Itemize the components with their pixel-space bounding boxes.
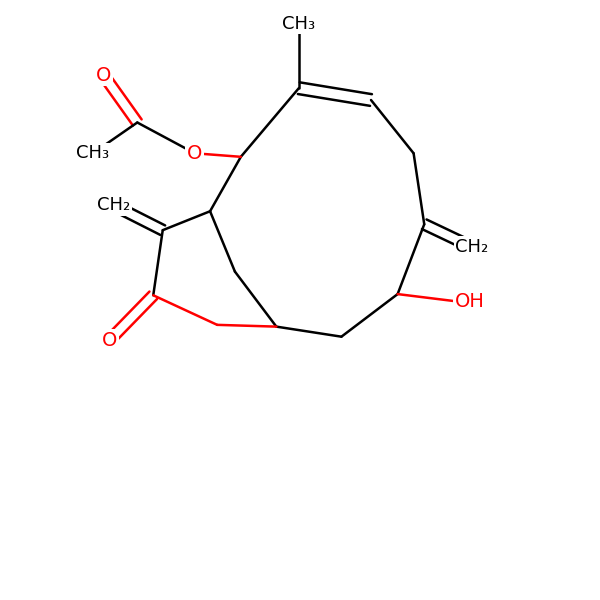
Text: CH₂: CH₂ xyxy=(97,196,130,214)
Text: O: O xyxy=(187,144,202,163)
Text: CH₃: CH₃ xyxy=(282,14,316,32)
Text: CH₂: CH₂ xyxy=(455,238,488,256)
Text: O: O xyxy=(102,331,117,350)
Text: OH: OH xyxy=(455,292,485,311)
Text: O: O xyxy=(96,65,111,85)
Text: CH₃: CH₃ xyxy=(76,144,109,162)
